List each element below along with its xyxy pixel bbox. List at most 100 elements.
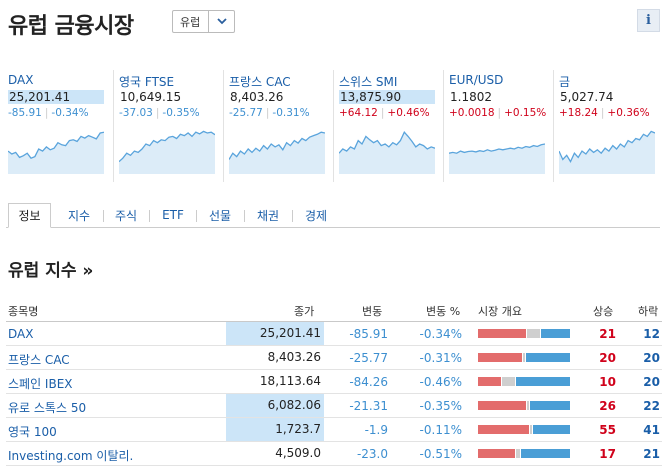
region-select[interactable]: 유럽 — [172, 10, 235, 33]
decliners-segment — [541, 329, 570, 338]
tile-divider — [333, 70, 334, 182]
tile-change-percent: -0.35% — [162, 107, 200, 119]
chevron-down-icon[interactable] — [208, 11, 234, 32]
unchanged-segment — [527, 329, 540, 338]
tile-name[interactable]: EUR/USD — [449, 73, 504, 87]
market-tile[interactable]: 스위스 SMI 13,875.90 +64.12 | +0.46% — [333, 70, 439, 182]
tile-change-percent: +0.46% — [387, 107, 430, 119]
table-row[interactable]: 영국 100 1,723.7 -1.9 -0.11% 55 41 — [6, 418, 662, 442]
row-advancers: 26 — [599, 399, 616, 413]
market-overview-bar — [478, 449, 570, 458]
row-change: -25.77 — [349, 351, 388, 365]
market-tile[interactable]: 영국 FTSE 10,649.15 -37.03 | -0.35% — [113, 70, 219, 182]
tile-name[interactable]: 금 — [559, 75, 571, 89]
row-name[interactable]: 프랑스 CAC — [8, 353, 70, 367]
unchanged-segment — [516, 449, 520, 458]
sparkline-area — [559, 131, 655, 174]
sparkline-line — [8, 131, 104, 159]
tab-3[interactable]: ETF — [162, 208, 184, 222]
row-name[interactable]: 영국 100 — [8, 425, 57, 439]
tile-change-value: +0.0018 — [449, 107, 495, 119]
tile-name[interactable]: DAX — [8, 73, 34, 87]
row-change: -85.91 — [349, 327, 388, 341]
column-header-up[interactable]: 상승 — [593, 305, 614, 318]
row-decliners: 20 — [643, 351, 660, 365]
table-row[interactable]: 유로 스톡스 50 6,082.06 -21.31 -0.35% 26 22 — [6, 394, 662, 418]
tab-2[interactable]: 주식 — [114, 208, 138, 223]
advancers-segment — [478, 329, 526, 338]
tile-change-separator: | — [44, 107, 49, 119]
tile-change: +0.0018 | +0.15% — [449, 107, 546, 119]
decliners-segment — [516, 377, 570, 386]
tile-change-separator: | — [155, 107, 160, 119]
tab-separator — [103, 210, 104, 222]
decliners-segment — [533, 425, 570, 434]
sparkline-area — [8, 132, 104, 174]
sparkline-line — [559, 130, 655, 163]
table-row[interactable]: 프랑스 CAC 8,403.26 -25.77 -0.31% 20 20 — [6, 346, 662, 370]
advancers-segment — [478, 377, 501, 386]
info-icon[interactable]: i — [637, 9, 660, 32]
column-header-price[interactable]: 종가 — [294, 305, 315, 318]
tile-change-value: +18.24 — [559, 107, 598, 119]
tile-price: 1.1802 — [450, 90, 492, 104]
row-price: 18,113.64 — [259, 374, 321, 388]
section-title[interactable]: 유럽 지수 » — [8, 261, 94, 281]
row-decliners: 41 — [643, 423, 660, 437]
sparkline-line — [119, 130, 215, 163]
market-tile[interactable]: DAX 25,201.41 -85.91 | -0.34% — [8, 70, 108, 182]
row-name[interactable]: DAX — [8, 327, 34, 341]
market-overview-bar — [478, 329, 570, 338]
tab-separator — [196, 210, 197, 222]
market-overview-bar — [478, 377, 570, 386]
table-row[interactable]: DAX 25,201.41 -85.91 -0.34% 21 12 — [6, 322, 662, 346]
region-select-value: 유럽 — [180, 15, 201, 29]
row-name[interactable]: 스페인 IBEX — [8, 377, 73, 391]
market-tile[interactable]: 프랑스 CAC 8,403.26 -25.77 | -0.31% — [223, 70, 329, 182]
tile-change-separator: | — [497, 107, 502, 119]
tab-4[interactable]: 선물 — [208, 208, 232, 223]
tile-change-value: -25.77 — [229, 107, 263, 119]
row-percent: -0.51% — [419, 447, 462, 461]
tab-0[interactable]: 정보 — [8, 203, 51, 228]
decliners-segment — [530, 401, 570, 410]
tab-separator — [292, 210, 293, 222]
row-advancers: 10 — [599, 375, 616, 389]
tile-change: -37.03 | -0.35% — [119, 107, 200, 119]
column-header-percent[interactable]: 변동 % — [426, 305, 461, 318]
table-header: 종목명 종가 변동 변동 % 시장 개요 상승 하락 — [6, 300, 662, 322]
row-name[interactable]: 유로 스톡스 50 — [8, 401, 87, 415]
tile-change-separator: | — [265, 107, 270, 119]
tile-price: 5,027.74 — [560, 90, 614, 104]
tile-name[interactable]: 영국 FTSE — [119, 75, 175, 89]
row-change: -23.0 — [356, 447, 388, 461]
indices-table: 종목명 종가 변동 변동 % 시장 개요 상승 하락 DAX 25,201.41 -… — [6, 300, 662, 466]
sparkline-area — [229, 132, 325, 174]
column-header-change[interactable]: 변동 — [362, 305, 383, 318]
column-header-down[interactable]: 하락 — [638, 305, 659, 318]
table-row[interactable]: 스페인 IBEX 18,113.64 -84.26 -0.46% 10 20 — [6, 370, 662, 394]
table-row[interactable]: Investing.com 이탈리. 4,509.0 -23.0 -0.51% 17 21 — [6, 442, 662, 466]
tab-5[interactable]: 채권 — [256, 208, 280, 223]
row-advancers: 55 — [599, 423, 616, 437]
tab-1[interactable]: 지수 — [67, 208, 91, 223]
tile-change: +18.24 | +0.36% — [559, 107, 650, 119]
tile-price: 13,875.90 — [339, 90, 435, 104]
tile-divider — [553, 70, 554, 182]
sparkline-chart — [119, 130, 215, 174]
tab-6[interactable]: 경제 — [304, 208, 328, 223]
unchanged-segment — [523, 353, 525, 362]
row-change: -21.31 — [349, 399, 388, 413]
column-header-name[interactable]: 종목명 — [8, 305, 39, 318]
advancers-segment — [478, 449, 515, 458]
tile-name[interactable]: 스위스 SMI — [339, 75, 398, 89]
row-price: 8,403.26 — [267, 350, 321, 364]
row-name[interactable]: Investing.com 이탈리. — [8, 449, 134, 463]
sparkline-chart — [339, 131, 435, 174]
column-header-overview: 시장 개요 — [478, 305, 522, 318]
row-advancers: 17 — [599, 447, 616, 461]
sparkline-line — [339, 131, 435, 154]
tile-name[interactable]: 프랑스 CAC — [229, 75, 291, 89]
market-tile[interactable]: 금 5,027.74 +18.24 | +0.36% — [553, 70, 659, 182]
market-tile[interactable]: EUR/USD 1.1802 +0.0018 | +0.15% — [443, 70, 549, 182]
